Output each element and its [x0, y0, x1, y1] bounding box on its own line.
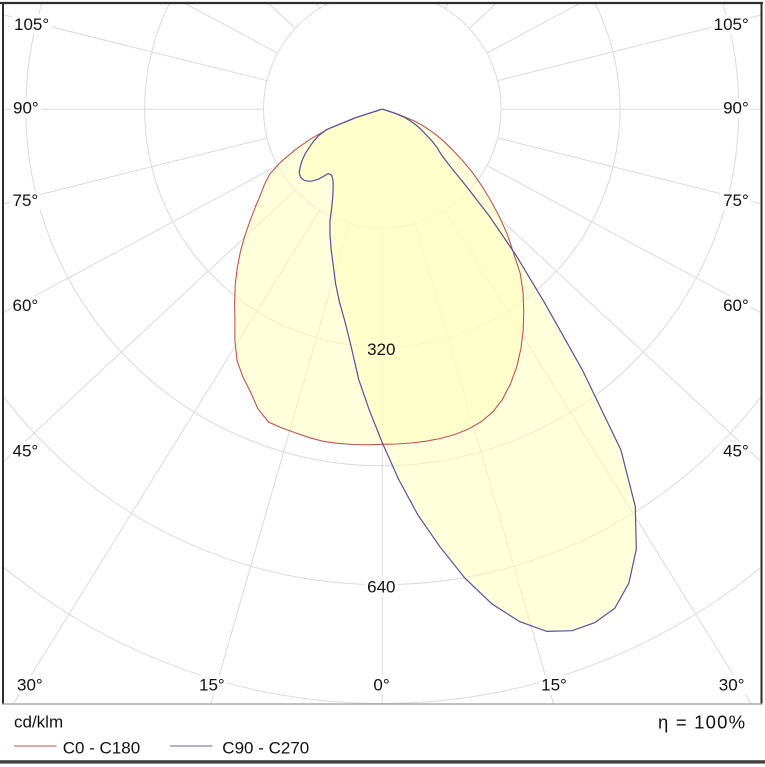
- svg-text:cd/klm: cd/klm: [14, 713, 63, 732]
- svg-text:60°: 60°: [723, 296, 749, 315]
- svg-text:105°: 105°: [714, 15, 749, 34]
- svg-text:75°: 75°: [13, 191, 39, 210]
- svg-text:η = 100%: η = 100%: [658, 711, 746, 732]
- svg-text:15°: 15°: [541, 675, 567, 694]
- svg-text:30°: 30°: [719, 675, 745, 694]
- svg-text:105°: 105°: [14, 15, 49, 34]
- svg-text:320: 320: [367, 340, 395, 359]
- svg-text:60°: 60°: [13, 296, 39, 315]
- svg-text:90°: 90°: [723, 99, 749, 118]
- svg-text:15°: 15°: [199, 675, 225, 694]
- svg-text:30°: 30°: [17, 675, 43, 694]
- svg-text:0°: 0°: [373, 675, 389, 694]
- svg-text:75°: 75°: [723, 191, 749, 210]
- svg-text:45°: 45°: [13, 442, 39, 461]
- svg-text:C0 - C180: C0 - C180: [63, 739, 140, 758]
- svg-text:640: 640: [367, 577, 395, 596]
- svg-text:C90 - C270: C90 - C270: [222, 739, 309, 758]
- svg-text:45°: 45°: [723, 442, 749, 461]
- svg-text:90°: 90°: [13, 99, 39, 118]
